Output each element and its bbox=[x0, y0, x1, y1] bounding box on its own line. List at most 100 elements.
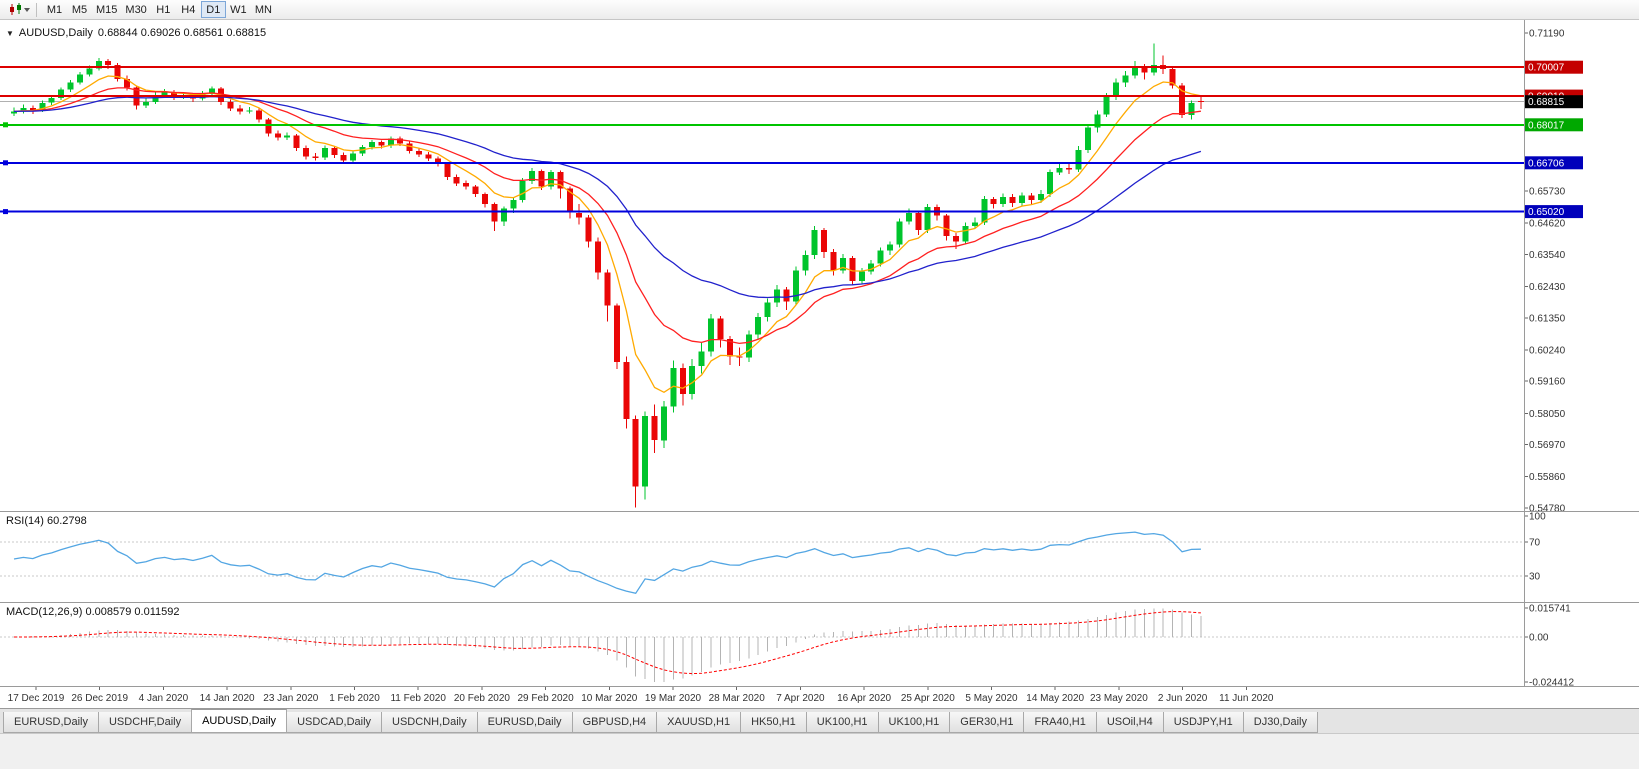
candle-body bbox=[670, 367, 677, 407]
chart-tab-eurusd-daily[interactable]: EURUSD,Daily bbox=[3, 712, 99, 733]
candle-body bbox=[274, 133, 281, 138]
timeframe-button-group: M1 M5 M15 M30 H1 H4 D1 W1 MN bbox=[42, 1, 276, 18]
candle-body bbox=[783, 289, 790, 302]
candle-body bbox=[1179, 85, 1186, 115]
price-level-label-box bbox=[1525, 205, 1583, 219]
candle-body bbox=[924, 207, 931, 231]
date-axis-label: 16 Apr 2020 bbox=[837, 693, 891, 704]
candle-body bbox=[1132, 66, 1138, 76]
chart-tab-usdchf-daily[interactable]: USDCHF,Daily bbox=[97, 712, 193, 733]
chart-tab-dj30-daily[interactable]: DJ30,Daily bbox=[1242, 712, 1318, 733]
rsi-line bbox=[13, 531, 1201, 595]
date-axis-label: 23 May 2020 bbox=[1090, 693, 1148, 704]
candle-body bbox=[171, 92, 178, 97]
candle-body bbox=[58, 89, 65, 98]
candle-body bbox=[284, 135, 291, 138]
price-level-label: 0.68017 bbox=[1528, 120, 1565, 131]
timeframe-button-m1[interactable]: M1 bbox=[42, 1, 67, 18]
candle-body bbox=[736, 356, 743, 358]
candle-body bbox=[237, 108, 244, 112]
candle-body bbox=[1075, 149, 1082, 170]
chart-tab-ger30-h1[interactable]: GER30,H1 bbox=[949, 712, 1025, 733]
candle-body bbox=[971, 222, 978, 227]
chart-tab-hk50-h1[interactable]: HK50,H1 bbox=[740, 712, 807, 733]
candle-body bbox=[726, 339, 733, 357]
rsi-axis-label: 30 bbox=[1529, 572, 1541, 583]
chart-tab-uk100-h1[interactable]: UK100,H1 bbox=[805, 712, 879, 733]
chart-tab-audusd-daily[interactable]: AUDUSD,Daily bbox=[191, 709, 288, 733]
candle-body bbox=[1094, 114, 1101, 128]
candle-body bbox=[840, 257, 846, 271]
candle-body bbox=[105, 61, 112, 66]
chart-ohlc-values: 0.68844 0.69026 0.68561 0.68815 bbox=[97, 27, 267, 39]
timeframe-button-m5[interactable]: M5 bbox=[67, 1, 92, 18]
candle-body bbox=[1113, 82, 1120, 97]
candle-body bbox=[1103, 97, 1110, 115]
timeframe-button-w1[interactable]: W1 bbox=[226, 1, 251, 18]
price-level-label: 0.65020 bbox=[1528, 207, 1565, 218]
chart-background bbox=[0, 20, 1639, 708]
candle-body bbox=[585, 217, 592, 242]
timeframe-button-m30[interactable]: M30 bbox=[121, 1, 150, 18]
date-axis-label: 11 Feb 2020 bbox=[390, 693, 446, 704]
date-axis-label: 4 Jan 2020 bbox=[139, 693, 189, 704]
candle-body bbox=[444, 163, 451, 177]
chart-tab-usdcnh-daily[interactable]: USDCNH,Daily bbox=[381, 712, 478, 733]
chart-tab-gbpusd-h4[interactable]: GBPUSD,H4 bbox=[571, 712, 658, 733]
chart-tab-fra40-h1[interactable]: FRA40,H1 bbox=[1023, 712, 1097, 733]
rsi-axis-label: 100 bbox=[1529, 512, 1546, 523]
chart-tab-eurusd-daily[interactable]: EURUSD,Daily bbox=[476, 712, 573, 733]
price-level-label-box bbox=[1525, 156, 1583, 170]
price-axis-tick-label: 0.55860 bbox=[1529, 472, 1566, 483]
timeframe-button-h1[interactable]: H1 bbox=[151, 1, 176, 18]
candle-body bbox=[792, 270, 799, 302]
candle-body bbox=[764, 302, 771, 317]
candle-body bbox=[632, 419, 639, 487]
candle-body bbox=[425, 154, 432, 159]
level-line-handle[interactable] bbox=[3, 209, 8, 215]
candle-body bbox=[397, 138, 404, 144]
candle-body bbox=[208, 88, 215, 95]
candle-body bbox=[679, 367, 686, 394]
candle-body bbox=[1084, 127, 1091, 150]
candle-body bbox=[500, 208, 507, 222]
candle-body bbox=[29, 108, 36, 111]
candle-body bbox=[369, 142, 375, 147]
price-axis-tick-label: 0.63540 bbox=[1529, 250, 1566, 261]
timeframe-button-h4[interactable]: H4 bbox=[176, 1, 201, 18]
candle-body bbox=[1056, 168, 1063, 173]
candle-body bbox=[95, 61, 102, 69]
price-axis-tick-label: 0.60240 bbox=[1529, 346, 1566, 357]
chart-tab-usoil-h4[interactable]: USOil,H4 bbox=[1095, 712, 1164, 733]
candle-body bbox=[76, 74, 83, 83]
candle-body bbox=[265, 119, 272, 134]
candle-body bbox=[651, 416, 658, 441]
candle-body bbox=[321, 147, 328, 158]
timeframe-button-d1[interactable]: D1 bbox=[200, 1, 226, 18]
timeframe-button-mn[interactable]: MN bbox=[251, 1, 276, 18]
candle-body bbox=[613, 305, 620, 363]
candle-body bbox=[689, 366, 696, 394]
level-line-handle[interactable] bbox=[3, 122, 8, 128]
candle-body bbox=[378, 142, 385, 146]
level-line-handle[interactable] bbox=[3, 160, 8, 166]
price-axis-tick-label: 0.62430 bbox=[1529, 282, 1566, 293]
date-axis-label: 11 Jun 2020 bbox=[1219, 693, 1274, 704]
date-axis-label: 26 Dec 2019 bbox=[71, 693, 128, 704]
macd-axis-label: -0.024412 bbox=[1529, 678, 1574, 689]
candle-body bbox=[821, 230, 828, 253]
chart-tab-usdcad-daily[interactable]: USDCAD,Daily bbox=[286, 712, 383, 733]
candle-body bbox=[152, 94, 159, 103]
chart-tab-usdjpy-h1[interactable]: USDJPY,H1 bbox=[1162, 712, 1244, 733]
candle-body bbox=[1028, 195, 1035, 200]
chart-type-dropdown-button[interactable] bbox=[4, 1, 34, 18]
candle-body bbox=[1000, 197, 1007, 204]
candle-body bbox=[1141, 66, 1148, 73]
candle-body bbox=[246, 110, 253, 112]
candle-body bbox=[990, 199, 997, 204]
chart-tab-xauusd-h1[interactable]: XAUUSD,H1 bbox=[656, 712, 742, 733]
chart-tab-uk100-h1[interactable]: UK100,H1 bbox=[877, 712, 951, 733]
candle-body bbox=[830, 252, 837, 271]
collapse-arrow-icon[interactable]: ▼ bbox=[6, 28, 14, 38]
timeframe-button-m15[interactable]: M15 bbox=[92, 1, 121, 18]
